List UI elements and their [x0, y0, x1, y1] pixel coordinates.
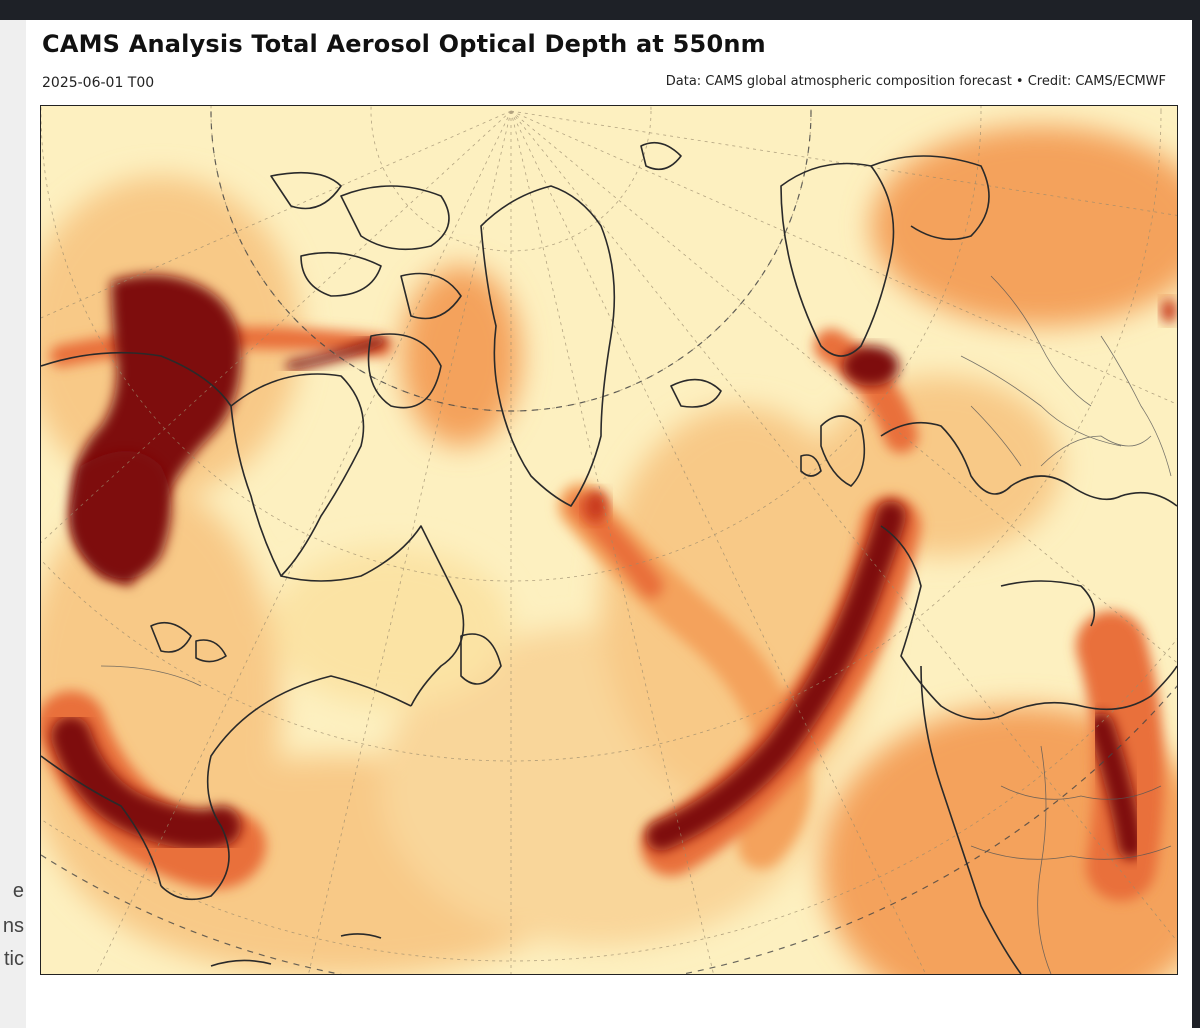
aod-extreme-plumes: [51, 274, 1177, 859]
background-text-fragment: e: [12, 880, 24, 902]
aerosol-map[interactable]: [40, 105, 1178, 975]
background-text-fragment: ns: [2, 915, 24, 937]
country-borders: [100, 275, 1172, 974]
map-timestamp: 2025-06-01 T00: [42, 75, 155, 91]
background-page-strip: e ns tic: [0, 20, 26, 1028]
aerosol-map-svg: [41, 106, 1177, 974]
data-credit: Data: CAMS global atmospheric compositio…: [665, 74, 1166, 89]
coastlines: [41, 141, 1177, 974]
map-figure-card: CAMS Analysis Total Aerosol Optical Dept…: [26, 20, 1192, 1028]
window-edge: [1192, 20, 1200, 1028]
map-title: CAMS Analysis Total Aerosol Optical Dept…: [42, 30, 766, 58]
background-text-fragment: tic: [4, 948, 24, 970]
arctic-circle: [41, 106, 1177, 974]
